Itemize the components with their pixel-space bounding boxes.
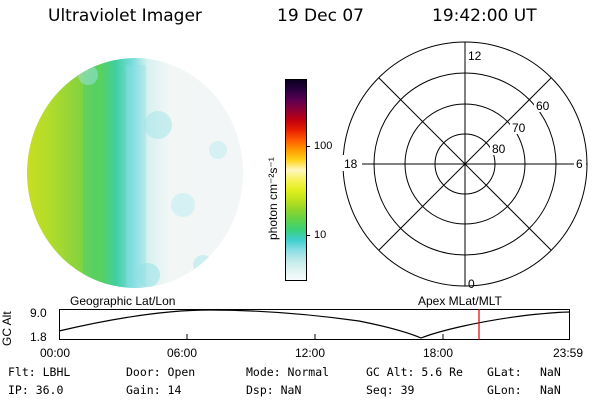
glat-value: NaN bbox=[540, 365, 561, 379]
x-tick-0000: 00:00 bbox=[40, 346, 71, 360]
door-status: Door: Open bbox=[126, 365, 196, 379]
seq-status: Seq: 39 bbox=[366, 383, 415, 397]
mlt-label-18: 18 bbox=[344, 157, 358, 171]
gc-alt-status: GC Alt: 5.6 Re bbox=[366, 365, 463, 379]
orbit-altitude-timeline bbox=[58, 309, 571, 340]
mlt-label-12: 12 bbox=[468, 49, 482, 63]
glon-value: NaN bbox=[540, 383, 561, 397]
y-axis-top-value: 9.0 bbox=[30, 306, 47, 320]
dsp-status: Dsp: NaN bbox=[246, 383, 302, 397]
geographic-latlon-label: Geographic Lat/Lon bbox=[70, 294, 176, 308]
mlt-label-6: 6 bbox=[576, 157, 583, 171]
uv-earth-image bbox=[27, 58, 243, 288]
altitude-curve bbox=[58, 309, 571, 339]
x-tick-1200: 12:00 bbox=[295, 346, 326, 360]
ip-status: IP: 36.0 bbox=[8, 383, 64, 397]
colorbar-units-label: photon cm⁻²s⁻¹ bbox=[266, 157, 280, 240]
lat-label-60: 60 bbox=[536, 99, 550, 113]
x-tick-2359: 23:59 bbox=[553, 346, 584, 360]
colorbar-tick-label-100: 100 bbox=[314, 140, 333, 152]
colorbar: 100 10 bbox=[285, 79, 332, 281]
lat-label-80: 80 bbox=[492, 142, 506, 156]
date-label: 19 Dec 07 bbox=[277, 6, 364, 26]
mode-status: Mode: Normal bbox=[246, 365, 330, 379]
apex-mlat-mlt-label: Apex MLat/MLT bbox=[418, 294, 502, 308]
time-label: 19:42:00 UT bbox=[432, 6, 537, 26]
filter-status: Flt: LBHL bbox=[8, 365, 71, 379]
gc-alt-axis-label: GC Alt bbox=[0, 311, 14, 346]
app-title: Ultraviolet Imager bbox=[48, 6, 202, 26]
glon-label: GLon: bbox=[487, 383, 522, 397]
x-tick-0600: 06:00 bbox=[167, 346, 198, 360]
colorbar-tick-10 bbox=[306, 235, 310, 236]
mlt-label-0: 0 bbox=[468, 277, 475, 291]
colorbar-tick-label-10: 10 bbox=[314, 229, 327, 241]
lat-label-70: 70 bbox=[512, 121, 526, 135]
glat-label: GLat: bbox=[487, 365, 522, 379]
y-axis-bottom-value: 1.8 bbox=[30, 330, 47, 344]
x-tick-1800: 18:00 bbox=[423, 346, 454, 360]
mlt-polar-dial: 12 18 6 0 60 70 80 bbox=[342, 41, 588, 291]
gain-status: Gain: 14 bbox=[126, 383, 182, 397]
colorbar-tick-100 bbox=[306, 146, 310, 147]
